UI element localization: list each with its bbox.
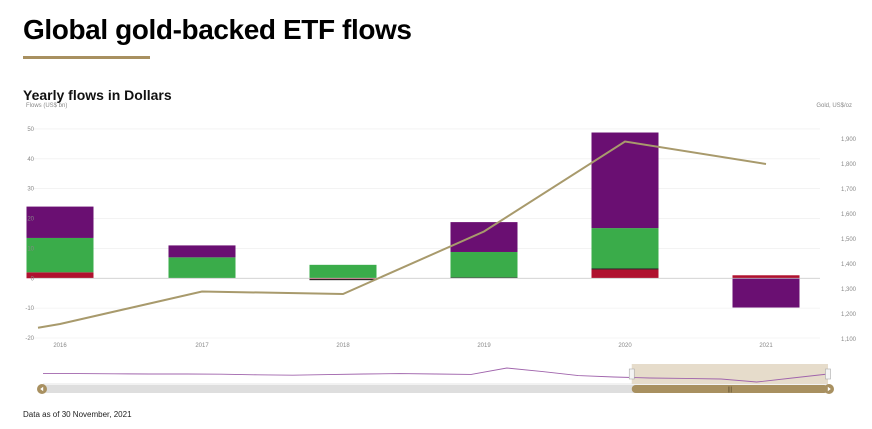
- bar-2018-segment-1[interactable]: [309, 278, 377, 280]
- right-axis-unit: Gold, US$/oz: [816, 103, 852, 109]
- left-tick-label: -20: [25, 336, 34, 342]
- gold-price-polyline[interactable]: [37, 140, 767, 329]
- navigator-selected-range: [631, 364, 828, 384]
- gridlines: [33, 128, 820, 339]
- right-tick-label: 1,800: [841, 162, 857, 168]
- right-tick-label: 1,400: [841, 262, 857, 268]
- x-tick-label: 2016: [53, 343, 67, 349]
- axis-ticks: -20 -10 0 10 20 30 40 50 1,100 1,200 1,300 1,400 1,5…: [25, 127, 856, 349]
- navigator-thumb-grip: |||: [728, 387, 733, 393]
- left-tick-label: -10: [25, 306, 34, 312]
- bar-2020-segment-2[interactable]: [591, 268, 659, 270]
- right-tick-label: 1,600: [841, 212, 857, 218]
- bar-2020-segment-3[interactable]: [591, 228, 659, 269]
- chevron-right-icon: [827, 386, 831, 392]
- page-title: Global gold-backed ETF flows: [23, 14, 412, 45]
- right-tick-label: 1,900: [841, 137, 857, 143]
- left-tick-label: 50: [27, 127, 34, 133]
- gold-price-line[interactable]: [37, 140, 767, 329]
- bars[interactable]: [26, 132, 800, 308]
- bar-2021-segment-4[interactable]: [732, 278, 800, 308]
- bar-2019-segment-3[interactable]: [450, 251, 518, 278]
- right-tick-label: 1,100: [841, 337, 857, 343]
- chevron-left-icon: [40, 386, 44, 392]
- x-tick-label: 2018: [336, 343, 350, 349]
- x-tick-label: 2019: [477, 343, 491, 349]
- title-underline: [23, 56, 150, 59]
- right-tick-label: 1,200: [841, 312, 857, 318]
- left-tick-label: 0: [31, 276, 35, 282]
- navigator-left-handle[interactable]: [628, 368, 635, 380]
- bar-2016-segment-4[interactable]: [26, 206, 94, 238]
- bar-2017-segment-3[interactable]: [168, 257, 236, 279]
- left-axis-unit: Flows (US$ bn): [26, 103, 68, 109]
- navigator-scroll-track: [43, 385, 828, 393]
- right-tick-label: 1,300: [841, 287, 857, 293]
- left-tick-label: 30: [27, 187, 34, 193]
- bar-2020-segment-4[interactable]: [591, 132, 659, 229]
- left-tick-label: 10: [27, 246, 34, 252]
- navigator-scroll-thumb[interactable]: [631, 385, 828, 393]
- bar-2020-segment-1[interactable]: [591, 269, 659, 279]
- bar-2016-segment-1[interactable]: [26, 272, 94, 279]
- chart-subtitle: Yearly flows in Dollars: [23, 87, 172, 103]
- data-date-note: Data as of 30 November, 2021: [23, 410, 132, 419]
- x-tick-label: 2017: [195, 343, 209, 349]
- left-tick-label: 40: [27, 157, 34, 163]
- bar-2017-segment-4[interactable]: [168, 245, 236, 258]
- bar-2018-segment-2[interactable]: [309, 279, 377, 281]
- right-tick-label: 1,500: [841, 237, 857, 243]
- left-tick-label: 20: [27, 217, 34, 223]
- x-tick-label: 2020: [618, 343, 632, 349]
- bar-2018-segment-3[interactable]: [309, 264, 377, 279]
- x-tick-label: 2021: [759, 343, 773, 349]
- right-tick-label: 1,700: [841, 187, 857, 193]
- range-navigator[interactable]: |||: [37, 364, 834, 394]
- bar-2019-segment-4[interactable]: [450, 222, 518, 252]
- navigator-right-handle[interactable]: [825, 368, 831, 380]
- bar-2021-segment-1[interactable]: [732, 275, 800, 279]
- bar-2016-segment-3[interactable]: [26, 237, 94, 273]
- navigator-trend-line: [43, 367, 829, 383]
